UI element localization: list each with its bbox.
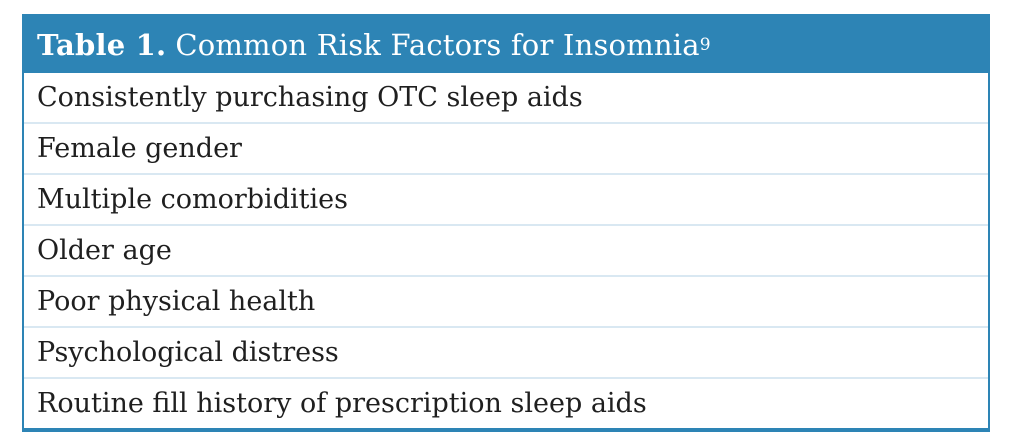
table-header: Table 1. Common Risk Factors for Insomni… xyxy=(24,16,988,73)
table-row: Multiple comorbidities xyxy=(24,175,988,226)
table-row: Female gender xyxy=(24,124,988,175)
table-row-text: Routine fill history of prescription sle… xyxy=(37,388,647,419)
table-row-text: Older age xyxy=(37,235,172,266)
risk-factors-table: Table 1. Common Risk Factors for Insomni… xyxy=(22,14,990,432)
table-row-text: Multiple comorbidities xyxy=(37,184,348,215)
table-row-text: Consistently purchasing OTC sleep aids xyxy=(37,82,583,113)
table-body: Consistently purchasing OTC sleep aids F… xyxy=(24,73,988,428)
table-row-text: Psychological distress xyxy=(37,337,339,368)
table-row: Psychological distress xyxy=(24,328,988,379)
table-row: Poor physical health xyxy=(24,277,988,328)
table-row: Older age xyxy=(24,226,988,277)
table-row-text: Female gender xyxy=(37,133,242,164)
table-title-label: Table 1. xyxy=(37,27,167,62)
table-row: Routine fill history of prescription sle… xyxy=(24,379,988,428)
table-row: Consistently purchasing OTC sleep aids xyxy=(24,73,988,124)
table-title-text: Common Risk Factors for Insomnia xyxy=(175,27,700,62)
table-row-text: Poor physical health xyxy=(37,286,316,317)
